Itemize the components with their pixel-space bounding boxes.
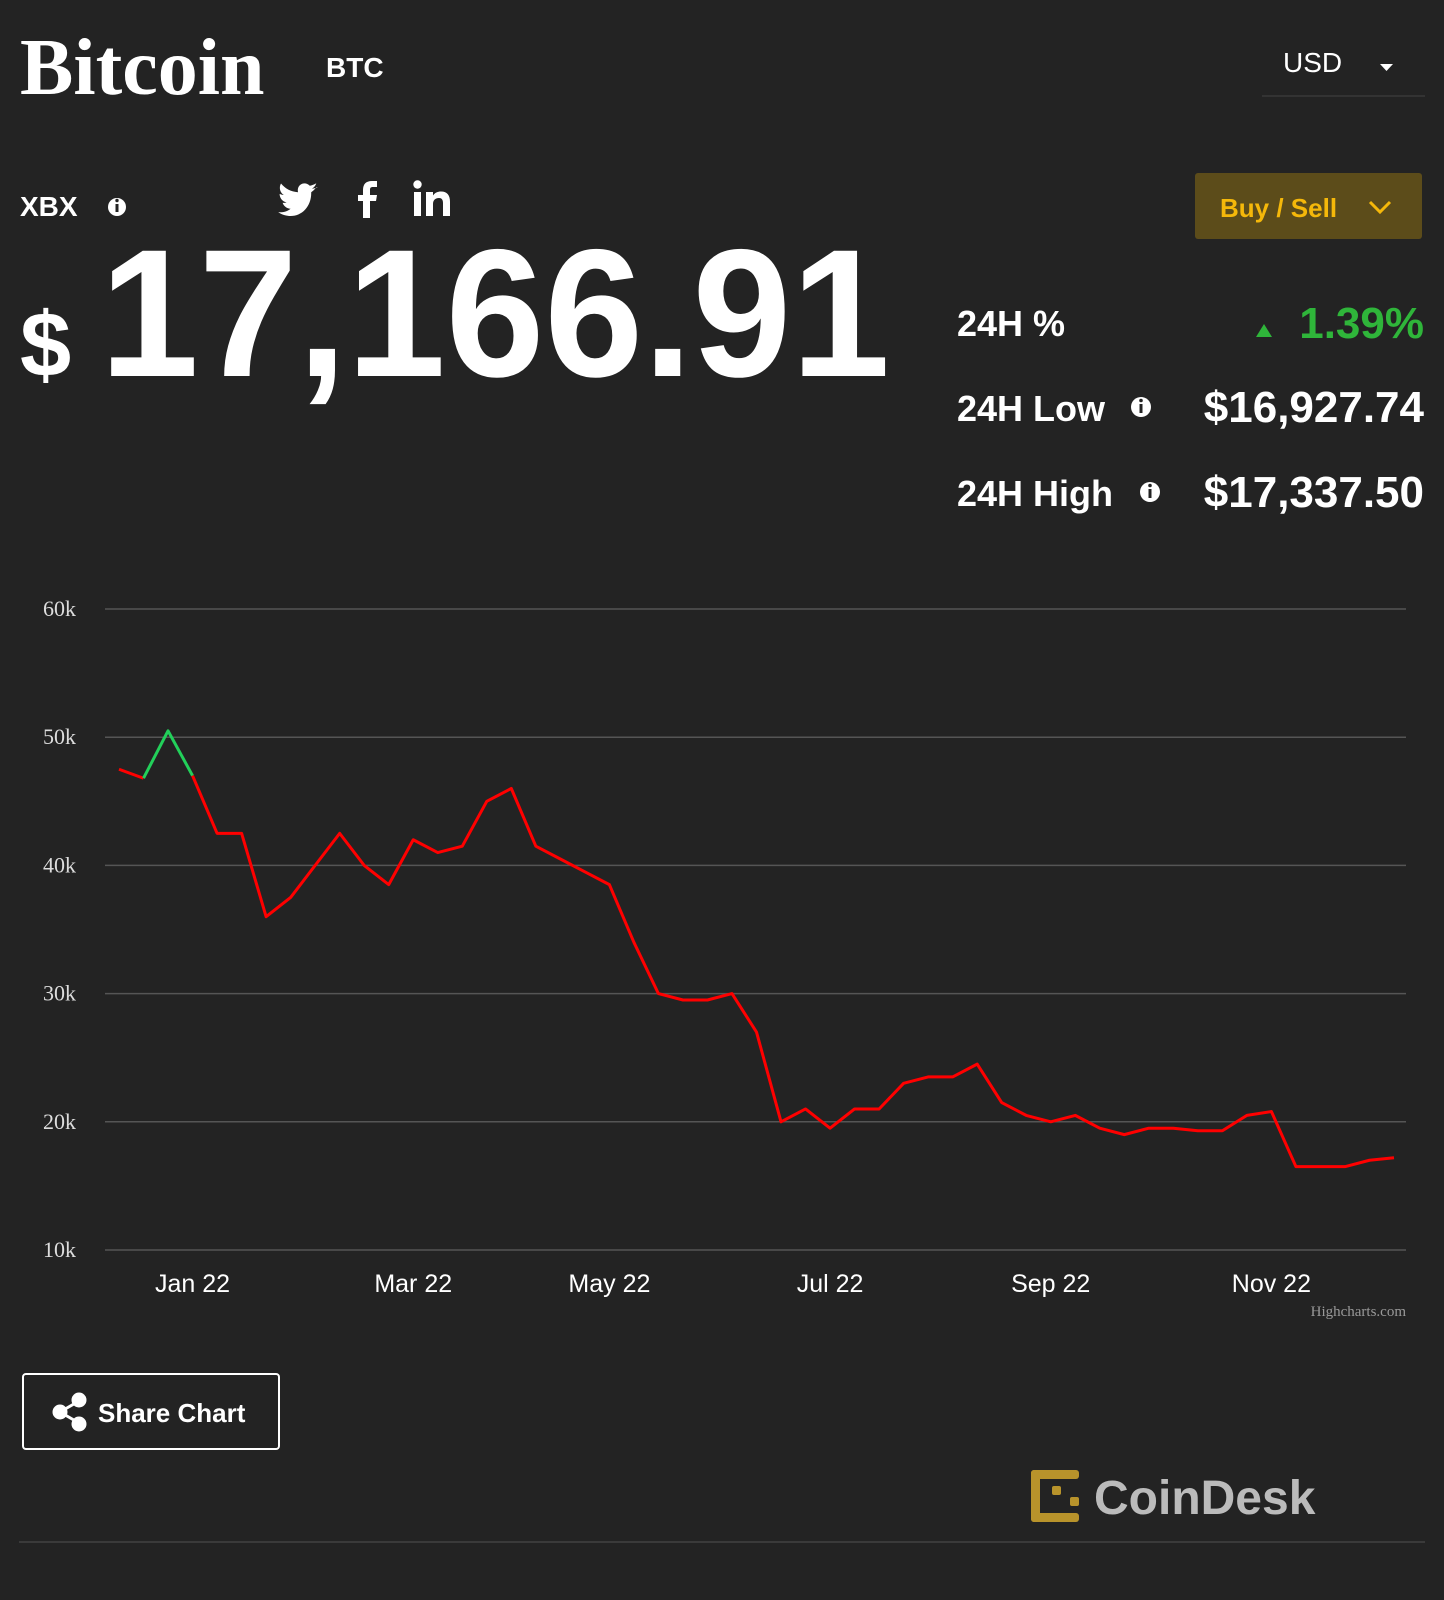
x-tick-label: Mar 22 [374,1270,452,1298]
stat-label: 24H Low [957,388,1106,429]
facebook-icon[interactable] [358,181,377,218]
brand-name: CoinDesk [1094,1472,1316,1525]
coin-title: Bitcoin [20,24,264,112]
y-tick-label: 30k [43,981,76,1006]
y-tick-label: 60k [43,596,76,621]
price-line [118,767,145,780]
y-tick-label: 20k [43,1109,76,1134]
chart-credit[interactable]: Highcharts.com [1311,1304,1407,1320]
index-label: XBX [20,191,78,222]
x-tick-label: May 22 [568,1270,650,1298]
info-icon[interactable] [1140,482,1160,502]
share-icon [52,1392,87,1432]
price-value: 17,166.91 [100,211,890,415]
up-arrow [1256,324,1272,337]
y-tick-label: 40k [43,852,76,877]
dropdown-caret [1380,64,1393,71]
stat-value: $16,927.74 [1204,383,1425,432]
stat-value: 1.39% [1299,299,1424,348]
brand-logo: CoinDesk [1031,1470,1316,1525]
x-tick-label: Jul 22 [797,1270,864,1298]
buy-sell-label: Buy / Sell [1220,193,1337,223]
coin-symbol: BTC [326,52,384,83]
share-chart-button[interactable]: Share Chart [22,1373,280,1450]
x-tick-label: Nov 22 [1232,1270,1311,1298]
stat-label: 24H High [957,473,1113,514]
y-tick-label: 10k [43,1237,76,1262]
brand-mark [1031,1470,1079,1522]
currency-select[interactable]: USD [1262,47,1425,97]
buy-sell-button[interactable]: Buy / Sell [1195,173,1422,239]
stat-value: $17,337.50 [1204,468,1424,517]
price-line [191,775,1395,1169]
stat-label: 24H % [957,303,1065,344]
twitter-icon[interactable] [278,183,318,216]
chevron [1368,200,1392,215]
share-chart-label: Share Chart [98,1398,246,1428]
y-tick-label: 50k [43,724,76,749]
info-icon[interactable] [108,198,126,216]
x-tick-label: Sep 22 [1011,1270,1090,1298]
info-icon[interactable] [1131,397,1151,417]
price-chart: 10k 20k 30k 40k 50k 60k Jan 22 Mar 22 May 22 Jul … [43,596,1406,1298]
price-currency: $ [20,294,71,396]
price-line [142,729,194,779]
currency-label: USD [1283,47,1342,78]
x-tick-label: Jan 22 [155,1270,230,1298]
linkedin-icon[interactable] [413,180,450,216]
